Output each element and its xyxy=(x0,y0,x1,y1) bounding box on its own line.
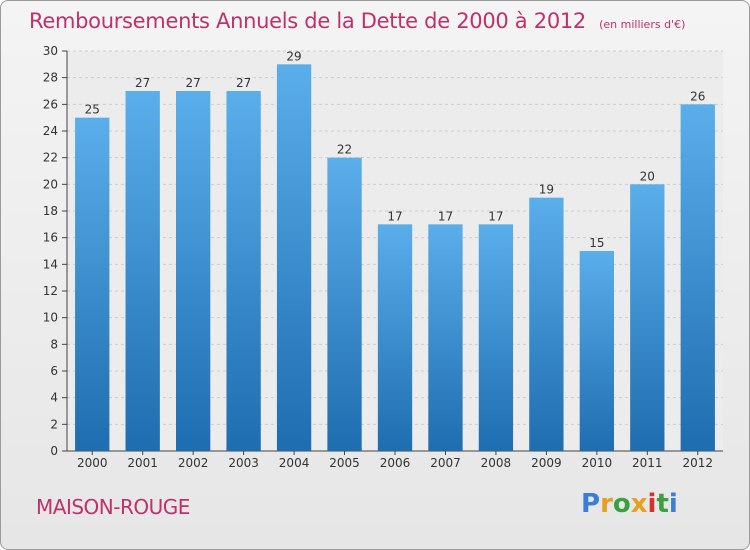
bar xyxy=(327,157,362,451)
data-label: 25 xyxy=(85,103,100,117)
x-tick-label: 2008 xyxy=(481,456,512,470)
bar xyxy=(226,91,261,451)
y-tick-label: 2 xyxy=(50,417,58,431)
bar xyxy=(276,64,312,452)
x-tick-label: 2011 xyxy=(632,456,663,470)
data-label: 20 xyxy=(640,169,655,183)
y-tick-label: 6 xyxy=(50,364,58,378)
y-tick-label: 8 xyxy=(50,337,58,351)
data-label: 17 xyxy=(387,209,402,223)
x-tick-label: 2001 xyxy=(127,456,158,470)
y-tick-label: 26 xyxy=(43,97,58,111)
y-tick-label: 14 xyxy=(43,257,58,271)
y-tick-label: 4 xyxy=(50,391,58,405)
bar xyxy=(579,251,615,451)
data-label: 27 xyxy=(236,76,251,90)
x-tick-label: 2010 xyxy=(582,456,613,470)
x-tick-label: 2009 xyxy=(531,456,562,470)
data-label: 27 xyxy=(135,76,150,90)
y-tick-label: 30 xyxy=(43,44,58,58)
data-label: 17 xyxy=(488,209,503,223)
y-tick-label: 10 xyxy=(43,311,58,325)
data-label: 29 xyxy=(286,49,301,63)
data-label: 22 xyxy=(337,143,352,157)
data-label: 19 xyxy=(539,183,554,197)
x-tick-label: 2003 xyxy=(228,456,259,470)
x-tick-label: 2007 xyxy=(430,456,461,470)
place-name: MAISON-ROUGE xyxy=(36,495,190,519)
x-tick-label: 2012 xyxy=(682,456,713,470)
data-label: 15 xyxy=(589,236,604,250)
y-tick-label: 24 xyxy=(43,124,58,138)
bar xyxy=(478,224,514,451)
data-label: 17 xyxy=(438,209,453,223)
bar xyxy=(529,197,564,451)
x-tick-label: 2004 xyxy=(279,456,310,470)
data-label: 26 xyxy=(690,89,705,103)
x-tick-label: 2006 xyxy=(380,456,411,470)
data-label: 27 xyxy=(186,76,201,90)
bar xyxy=(377,224,413,451)
y-tick-label: 0 xyxy=(50,444,58,458)
y-tick-label: 16 xyxy=(43,231,58,245)
chart-unit: (en milliers d'€) xyxy=(599,18,686,31)
proxiti-logo[interactable]: Proxiti xyxy=(581,489,678,519)
title-row: Remboursements Annuels de la Dette de 20… xyxy=(29,9,685,33)
bar xyxy=(428,224,463,451)
y-tick-label: 20 xyxy=(43,177,58,191)
bar xyxy=(175,91,211,451)
x-tick-label: 2000 xyxy=(77,456,108,470)
bar xyxy=(125,91,160,451)
bar xyxy=(75,117,110,452)
bar xyxy=(630,184,665,452)
chart-title: Remboursements Annuels de la Dette de 20… xyxy=(29,9,586,33)
y-tick-label: 18 xyxy=(43,204,58,218)
x-tick-label: 2005 xyxy=(329,456,360,470)
y-tick-label: 22 xyxy=(43,151,58,165)
y-tick-label: 28 xyxy=(43,71,58,85)
y-tick-label: 12 xyxy=(43,284,58,298)
bar xyxy=(680,104,715,451)
x-tick-label: 2002 xyxy=(178,456,209,470)
